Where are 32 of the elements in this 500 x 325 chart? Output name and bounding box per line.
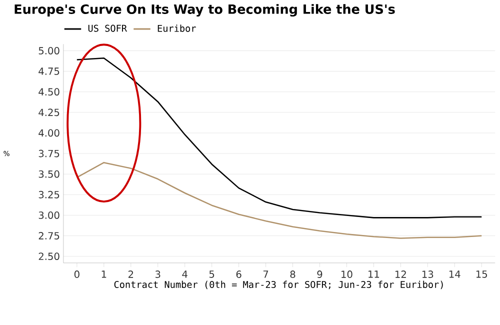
x-tick-label: 15 <box>476 270 487 278</box>
y-tick-label: 4.25 <box>38 108 60 116</box>
x-tick-label: 1 <box>102 270 106 278</box>
x-tick-label: 2 <box>128 270 134 278</box>
x-tick-label: 12 <box>396 270 406 278</box>
y-tick-label: 2.75 <box>38 232 60 240</box>
y-tick-label: 3.00 <box>38 212 60 220</box>
x-tick-label: 9 <box>317 270 322 278</box>
x-tick-label: 5 <box>209 270 214 278</box>
x-tick-label: 14 <box>449 270 460 278</box>
x-tick-label: 13 <box>422 270 434 278</box>
legend-label: US SOFR <box>88 24 128 32</box>
y-tick-label: 4.50 <box>38 88 60 96</box>
x-tick-label: 3 <box>155 270 160 278</box>
x-tick-label: 4 <box>182 270 188 278</box>
legend-label: Euribor <box>158 24 196 32</box>
y-tick-label: 3.75 <box>38 150 60 158</box>
y-tick-label: 4.75 <box>38 68 60 76</box>
line-series <box>76 162 482 240</box>
x-axis-title: Contract Number (0th = Mar-23 for SOFR; Jun-23 for Euribor) <box>114 280 443 290</box>
y-tick-label: 4.00 <box>38 129 60 137</box>
x-tick-label: 10 <box>342 270 352 278</box>
x-tick-label: 7 <box>263 270 268 278</box>
x-tick-label: 0 <box>74 270 80 278</box>
y-tick-label: 2.50 <box>38 252 60 260</box>
y-tick-label: 3.25 <box>38 191 60 198</box>
y-tick-label: 3.50 <box>38 170 60 178</box>
chart-title: Europe's Curve On Its Way to Becoming Like the US's <box>14 4 395 17</box>
x-tick-label: 11 <box>368 270 380 278</box>
x-tick-label: 6 <box>236 270 242 278</box>
y-tick-label: 5.00 <box>38 47 60 55</box>
x-tick-label: 8 <box>290 270 296 278</box>
